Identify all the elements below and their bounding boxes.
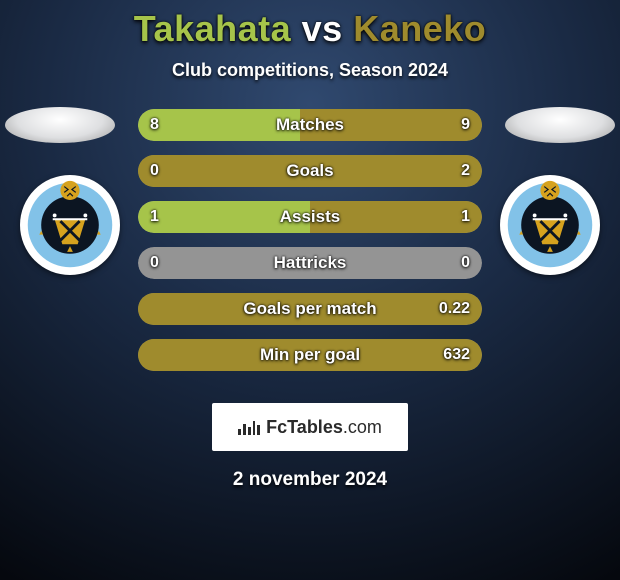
- stat-row: 632 Min per goal: [138, 339, 482, 371]
- stat-value-b: 1: [461, 201, 470, 233]
- player-a-disc: [5, 107, 115, 143]
- stat-bar-a: [138, 109, 300, 141]
- title-vs: vs: [302, 8, 343, 49]
- date-text: 2 november 2024: [0, 469, 620, 491]
- page-title: Takahata vs Kaneko: [0, 0, 620, 50]
- stat-row: 0 2 Goals: [138, 155, 482, 187]
- stat-bar-b: [138, 293, 482, 325]
- team-crest-icon: [22, 177, 118, 273]
- branding-suffix: .com: [343, 417, 382, 437]
- stat-value-b: 2: [461, 155, 470, 187]
- stat-value-b: 0: [461, 247, 470, 279]
- branding-text: FcTables: [266, 417, 343, 437]
- stat-value-a: 0: [150, 247, 159, 279]
- comparison-arena: 8 9 Matches 0 2 Goals 1 1 Assists 0 0 Ha…: [0, 109, 620, 387]
- player-b-disc: [505, 107, 615, 143]
- stat-bar-b: [310, 201, 482, 233]
- comparison-bars: 8 9 Matches 0 2 Goals 1 1 Assists 0 0 Ha…: [138, 109, 482, 385]
- stat-value-b: 632: [443, 339, 470, 371]
- stat-row: 8 9 Matches: [138, 109, 482, 141]
- stat-value-b: 9: [461, 109, 470, 141]
- branding-badge: FcTables.com: [212, 403, 408, 451]
- stat-row: 0.22 Goals per match: [138, 293, 482, 325]
- stat-row: 1 1 Assists: [138, 201, 482, 233]
- stat-value-a: 0: [150, 155, 159, 187]
- title-player-a: Takahata: [134, 8, 291, 49]
- stat-bar-b: [138, 339, 482, 371]
- stat-row: 0 0 Hattricks: [138, 247, 482, 279]
- subtitle: Club competitions, Season 2024: [0, 60, 620, 81]
- title-player-b: Kaneko: [353, 8, 486, 49]
- stat-value-a: 8: [150, 109, 159, 141]
- player-b-crest: [500, 175, 600, 275]
- stat-bar-a: [138, 201, 310, 233]
- player-a-crest: [20, 175, 120, 275]
- stat-value-b: 0.22: [439, 293, 470, 325]
- stat-value-a: 1: [150, 201, 159, 233]
- bar-chart-icon: [238, 419, 260, 435]
- stat-bar-b: [138, 155, 482, 187]
- stat-bar-b: [300, 109, 482, 141]
- team-crest-icon: [502, 177, 598, 273]
